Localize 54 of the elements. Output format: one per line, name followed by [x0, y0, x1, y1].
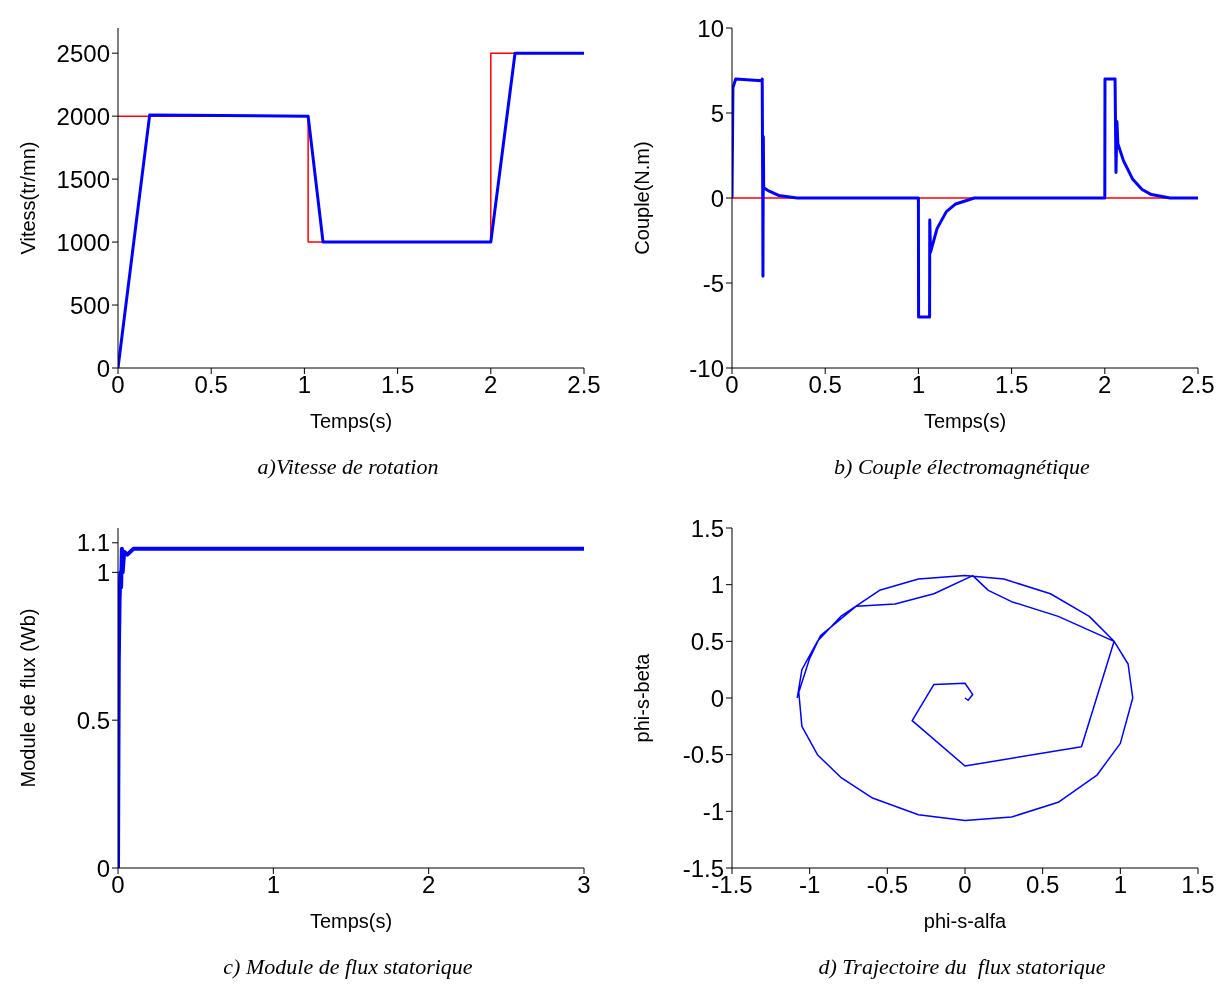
x-tick-label: 2	[1098, 371, 1112, 399]
y-axis-title: phi-s-beta	[631, 652, 654, 743]
x-tick-label: 1	[911, 371, 926, 399]
y-axis-title: Module de flux (Wb)	[17, 608, 40, 788]
x-tick-label: 1.5	[1181, 871, 1215, 899]
y-tick-label: 10	[697, 14, 724, 42]
x-tick-label: 2	[484, 371, 498, 399]
text: b) Couple électromagnétique	[833, 454, 1091, 480]
y-tick-label: 500	[69, 291, 110, 319]
y-axis-title: Vitess(tr/mn)	[17, 141, 40, 255]
y-tick-label: 1000	[56, 228, 110, 256]
x-tick-label: 0	[958, 871, 972, 899]
y-tick-label: 1500	[56, 165, 110, 193]
x-tick-label: 2.5	[567, 371, 601, 399]
x-tick-label: 2.5	[1181, 371, 1215, 399]
x-tick-label: 2	[421, 871, 436, 899]
y-tick-label: 1.1	[76, 529, 110, 557]
x-tick-label: 1	[1113, 871, 1128, 899]
y-tick-label: 0.5	[690, 627, 724, 655]
x-tick-label: 0.5	[1025, 871, 1060, 899]
x-tick-label: 3	[577, 871, 591, 899]
y-axis-title: Couple(N.m)	[631, 141, 654, 255]
x-axis-title: Temps(s)	[923, 410, 1007, 432]
y-tick-label: -1	[702, 797, 724, 825]
y-tick-label: 0	[710, 684, 724, 712]
y-tick-label: 0	[710, 184, 724, 212]
line-series	[796, 574, 1134, 822]
y-tick-label: -0.5	[682, 741, 724, 769]
y-tick-label: 0	[96, 354, 110, 382]
x-tick-label: 1	[266, 871, 281, 899]
x-tick-label: 1.5	[994, 371, 1029, 399]
x-tick-label: 1	[297, 371, 312, 399]
y-tick-label: 5	[710, 99, 724, 127]
text: d) Trajectoire du flux statorique	[817, 954, 1107, 980]
y-tick-label: 2500	[56, 39, 110, 67]
y-tick-label: 2000	[56, 102, 110, 130]
x-axis-title: Temps(s)	[309, 910, 393, 932]
y-tick-label: -10	[689, 354, 724, 382]
x-tick-label: -0.5	[866, 871, 909, 899]
x-tick-label: 1.5	[380, 371, 415, 399]
x-axis-title: phi-s-alfa	[923, 910, 1007, 932]
y-tick-label: 1	[710, 571, 724, 599]
x-tick-label: 0.5	[194, 371, 228, 399]
y-tick-label: 0.5	[76, 706, 110, 734]
text: c) Module de flux statorique	[222, 954, 474, 980]
text: a)Vitesse de rotation	[256, 454, 440, 480]
y-tick-label: -5	[702, 269, 724, 297]
y-tick-label: 0	[96, 854, 110, 882]
x-tick-label: 0.5	[808, 371, 842, 399]
line-series	[732, 77, 1198, 319]
y-tick-label: 1	[96, 558, 110, 586]
y-tick-label: 1.5	[690, 514, 724, 542]
x-tick-label: -1	[798, 871, 821, 899]
x-axis-title: Temps(s)	[309, 410, 393, 432]
